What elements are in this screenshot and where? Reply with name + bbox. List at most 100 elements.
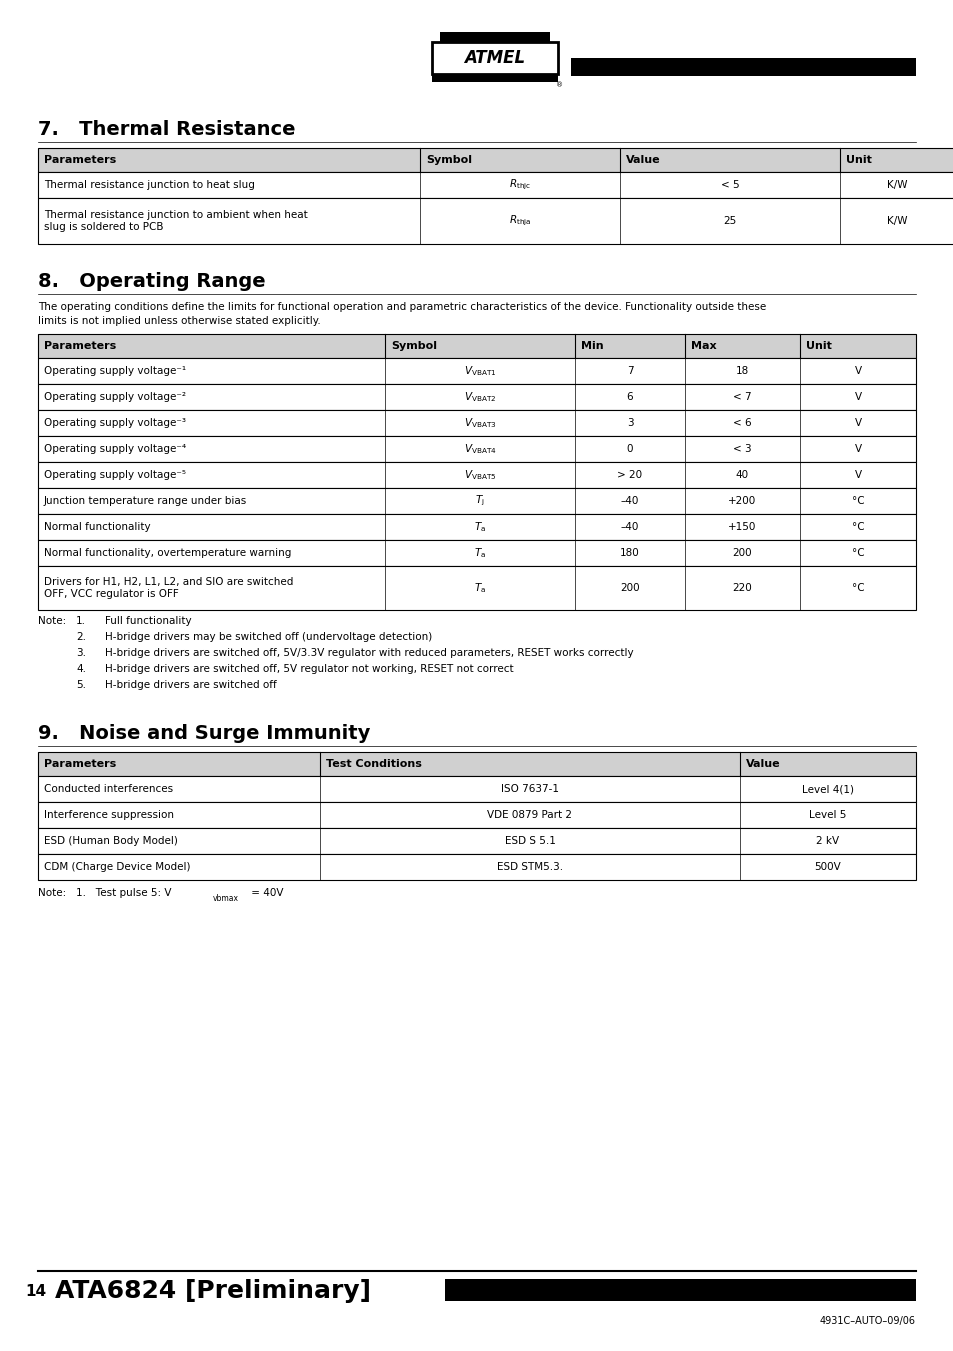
Text: Operating supply voltage⁻⁴: Operating supply voltage⁻⁴ — [44, 444, 186, 454]
Text: $R_{\mathrm{thjc}}$: $R_{\mathrm{thjc}}$ — [508, 178, 531, 192]
Text: ESD S 5.1: ESD S 5.1 — [504, 836, 555, 846]
Text: °C: °C — [851, 584, 863, 593]
Text: $V_{\mathrm{VBAT5}}$: $V_{\mathrm{VBAT5}}$ — [463, 467, 496, 482]
Text: 180: 180 — [619, 549, 639, 558]
Text: CDM (Charge Device Model): CDM (Charge Device Model) — [44, 862, 191, 871]
Bar — [38, 384, 915, 409]
Bar — [38, 775, 915, 802]
Text: > 20: > 20 — [617, 470, 642, 480]
Text: Parameters: Parameters — [44, 155, 116, 165]
Text: 3: 3 — [626, 417, 633, 428]
Text: Normal functionality: Normal functionality — [44, 521, 151, 532]
Text: V: V — [854, 392, 861, 403]
Text: Operating supply voltage⁻³: Operating supply voltage⁻³ — [44, 417, 186, 428]
Text: H-bridge drivers are switched off, 5V/3.3V regulator with reduced parameters, RE: H-bridge drivers are switched off, 5V/3.… — [105, 648, 633, 658]
Bar — [38, 802, 915, 828]
Bar — [38, 358, 915, 384]
Text: Max: Max — [690, 340, 716, 351]
Text: $T_{\mathrm{j}}$: $T_{\mathrm{j}}$ — [475, 494, 484, 508]
Text: Parameters: Parameters — [44, 759, 116, 769]
Text: = 40V: = 40V — [248, 888, 283, 898]
Text: < 5: < 5 — [720, 180, 739, 190]
Text: 2.: 2. — [76, 632, 86, 642]
Text: 0: 0 — [626, 444, 633, 454]
Bar — [38, 828, 915, 854]
Text: Junction temperature range under bias: Junction temperature range under bias — [44, 496, 247, 507]
Text: –40: –40 — [620, 496, 639, 507]
Text: $V_{\mathrm{VBAT1}}$: $V_{\mathrm{VBAT1}}$ — [463, 365, 496, 378]
Text: Level 4(1): Level 4(1) — [801, 784, 853, 794]
Text: vbmax: vbmax — [213, 894, 239, 902]
Bar — [439, 32, 550, 42]
Text: $V_{\mathrm{VBAT2}}$: $V_{\mathrm{VBAT2}}$ — [463, 390, 496, 404]
Text: < 7: < 7 — [733, 392, 751, 403]
Text: 8.   Operating Range: 8. Operating Range — [38, 272, 265, 290]
Text: ATA6824 [Preliminary]: ATA6824 [Preliminary] — [55, 1279, 371, 1302]
Text: Note:   1.   Test pulse 5: V: Note: 1. Test pulse 5: V — [38, 888, 172, 898]
Text: $T_{\mathrm{a}}$: $T_{\mathrm{a}}$ — [474, 520, 485, 534]
Bar — [38, 854, 915, 880]
Text: 5.: 5. — [76, 680, 86, 690]
Text: +200: +200 — [727, 496, 756, 507]
Text: 1.: 1. — [76, 616, 86, 626]
Text: Symbol: Symbol — [391, 340, 436, 351]
Text: 2 kV: 2 kV — [816, 836, 839, 846]
Text: 4931C–AUTO–09/06: 4931C–AUTO–09/06 — [820, 1316, 915, 1325]
Text: ®: ® — [556, 82, 563, 88]
Text: < 3: < 3 — [733, 444, 751, 454]
Text: Interference suppression: Interference suppression — [44, 811, 173, 820]
Text: 3.: 3. — [76, 648, 86, 658]
Text: Test Conditions: Test Conditions — [326, 759, 421, 769]
Text: < 6: < 6 — [733, 417, 751, 428]
Text: limits is not implied unless otherwise stated explicitly.: limits is not implied unless otherwise s… — [38, 316, 320, 326]
Bar — [38, 199, 953, 245]
Text: Value: Value — [625, 155, 659, 165]
Text: 9.   Noise and Surge Immunity: 9. Noise and Surge Immunity — [38, 724, 370, 743]
Text: Thermal resistance junction to heat slug: Thermal resistance junction to heat slug — [44, 180, 254, 190]
Bar — [38, 488, 915, 513]
Text: 7.   Thermal Resistance: 7. Thermal Resistance — [38, 120, 295, 139]
Text: H-bridge drivers are switched off: H-bridge drivers are switched off — [105, 680, 276, 690]
Bar — [38, 566, 915, 611]
Text: $V_{\mathrm{VBAT4}}$: $V_{\mathrm{VBAT4}}$ — [463, 442, 496, 455]
Text: 200: 200 — [732, 549, 752, 558]
Text: °C: °C — [851, 521, 863, 532]
Text: 200: 200 — [619, 584, 639, 593]
Text: 14: 14 — [25, 1283, 46, 1298]
Bar — [38, 753, 915, 775]
Text: Level 5: Level 5 — [808, 811, 846, 820]
Text: $T_{\mathrm{a}}$: $T_{\mathrm{a}}$ — [474, 546, 485, 559]
Text: 40: 40 — [735, 470, 748, 480]
Text: V: V — [854, 444, 861, 454]
Bar — [38, 409, 915, 436]
Bar — [432, 74, 558, 82]
Text: ISO 7637-1: ISO 7637-1 — [500, 784, 558, 794]
Bar — [38, 172, 953, 199]
Text: VDE 0879 Part 2: VDE 0879 Part 2 — [487, 811, 572, 820]
Text: Operating supply voltage⁻⁵: Operating supply voltage⁻⁵ — [44, 470, 186, 480]
Text: Note:: Note: — [38, 616, 66, 626]
Bar — [38, 513, 915, 540]
Text: Conducted interferences: Conducted interferences — [44, 784, 172, 794]
Bar — [38, 149, 953, 172]
Text: V: V — [854, 366, 861, 376]
Text: Operating supply voltage⁻¹: Operating supply voltage⁻¹ — [44, 366, 186, 376]
Text: ATMEL: ATMEL — [464, 49, 525, 68]
Text: ESD STM5.3.: ESD STM5.3. — [497, 862, 562, 871]
Text: 7: 7 — [626, 366, 633, 376]
Text: Min: Min — [580, 340, 603, 351]
Text: °C: °C — [851, 549, 863, 558]
Text: 220: 220 — [732, 584, 752, 593]
Text: ESD (Human Body Model): ESD (Human Body Model) — [44, 836, 177, 846]
Text: 25: 25 — [722, 216, 736, 226]
Text: The operating conditions define the limits for functional operation and parametr: The operating conditions define the limi… — [38, 303, 765, 312]
Bar — [444, 1279, 915, 1301]
Bar — [571, 58, 915, 76]
Text: H-bridge drivers are switched off, 5V regulator not working, RESET not correct: H-bridge drivers are switched off, 5V re… — [105, 663, 513, 674]
Text: 500V: 500V — [814, 862, 841, 871]
Text: Normal functionality, overtemperature warning: Normal functionality, overtemperature wa… — [44, 549, 291, 558]
Text: K/W: K/W — [886, 216, 906, 226]
Bar — [38, 334, 915, 358]
Bar — [432, 42, 558, 74]
Text: $T_{\mathrm{a}}$: $T_{\mathrm{a}}$ — [474, 581, 485, 594]
